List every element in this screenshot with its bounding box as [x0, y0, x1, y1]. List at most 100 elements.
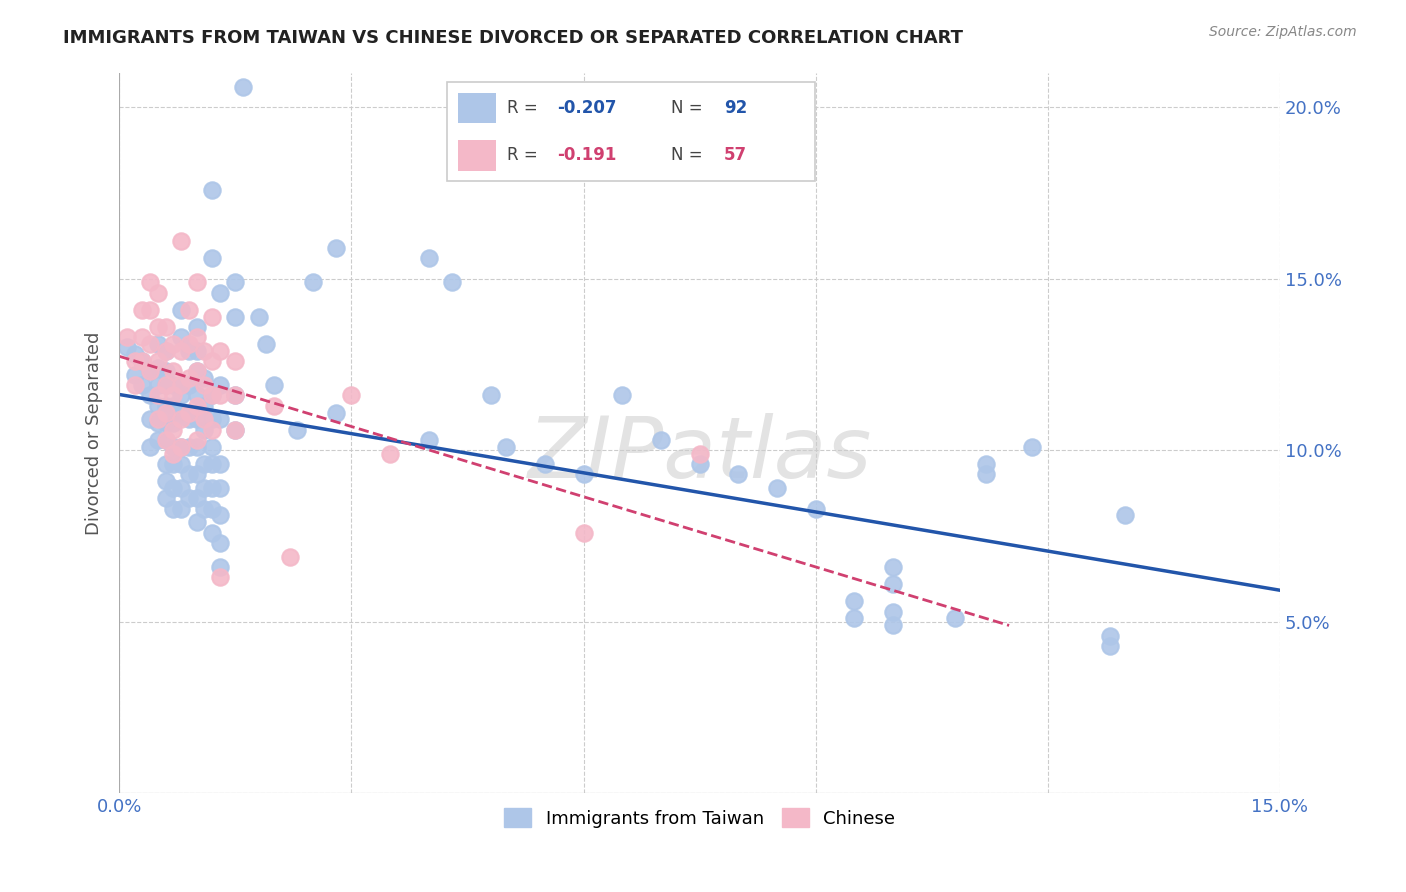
- Point: [155, 378, 177, 392]
- Point: [193, 343, 215, 358]
- Point: [155, 457, 177, 471]
- Text: R =: R =: [508, 146, 544, 164]
- Point: [340, 388, 363, 402]
- Point: [974, 467, 997, 482]
- Point: [131, 354, 153, 368]
- Point: [170, 343, 193, 358]
- Point: [193, 481, 215, 495]
- Text: -0.207: -0.207: [557, 99, 616, 117]
- Point: [146, 361, 169, 376]
- Point: [1098, 629, 1121, 643]
- Point: [146, 433, 169, 447]
- Point: [186, 330, 208, 344]
- Point: [146, 416, 169, 430]
- Legend: Immigrants from Taiwan, Chinese: Immigrants from Taiwan, Chinese: [496, 801, 903, 835]
- Point: [146, 337, 169, 351]
- Point: [186, 491, 208, 506]
- Point: [1021, 440, 1043, 454]
- Point: [186, 275, 208, 289]
- Point: [146, 399, 169, 413]
- Point: [186, 364, 208, 378]
- Point: [201, 388, 224, 402]
- Point: [208, 481, 231, 495]
- Point: [378, 447, 401, 461]
- Point: [193, 423, 215, 437]
- Point: [186, 412, 208, 426]
- Point: [254, 337, 277, 351]
- Point: [170, 302, 193, 317]
- Text: N =: N =: [671, 99, 707, 117]
- Point: [844, 611, 866, 625]
- Point: [943, 611, 966, 625]
- Point: [177, 371, 200, 385]
- Point: [882, 605, 904, 619]
- Point: [572, 467, 595, 482]
- Point: [201, 183, 224, 197]
- Point: [201, 354, 224, 368]
- Point: [572, 525, 595, 540]
- Point: [727, 467, 749, 482]
- Point: [131, 330, 153, 344]
- Point: [146, 319, 169, 334]
- Point: [325, 241, 347, 255]
- Point: [201, 525, 224, 540]
- Point: [201, 423, 224, 437]
- Point: [131, 302, 153, 317]
- Point: [882, 560, 904, 574]
- Point: [193, 457, 215, 471]
- Point: [186, 440, 208, 454]
- Point: [170, 501, 193, 516]
- Point: [139, 364, 162, 378]
- FancyBboxPatch shape: [447, 82, 815, 181]
- Point: [146, 354, 169, 368]
- Point: [208, 560, 231, 574]
- Point: [247, 310, 270, 324]
- Point: [208, 388, 231, 402]
- Point: [177, 378, 200, 392]
- Point: [882, 618, 904, 632]
- Point: [131, 354, 153, 368]
- Point: [804, 501, 827, 516]
- Point: [139, 364, 162, 378]
- Text: ZIPatlas: ZIPatlas: [527, 413, 872, 496]
- Point: [162, 423, 184, 437]
- Point: [177, 412, 200, 426]
- Point: [186, 516, 208, 530]
- Point: [155, 319, 177, 334]
- Text: R =: R =: [508, 99, 544, 117]
- Point: [146, 378, 169, 392]
- Point: [882, 577, 904, 591]
- Point: [186, 399, 208, 413]
- Point: [1114, 508, 1136, 523]
- Point: [201, 501, 224, 516]
- Point: [146, 285, 169, 300]
- Point: [139, 440, 162, 454]
- Point: [186, 388, 208, 402]
- Text: 92: 92: [724, 99, 747, 117]
- Point: [139, 388, 162, 402]
- Point: [124, 378, 146, 392]
- Text: IMMIGRANTS FROM TAIWAN VS CHINESE DIVORCED OR SEPARATED CORRELATION CHART: IMMIGRANTS FROM TAIWAN VS CHINESE DIVORC…: [63, 29, 963, 46]
- Point: [115, 340, 138, 354]
- Point: [201, 251, 224, 265]
- Point: [186, 319, 208, 334]
- Point: [224, 388, 246, 402]
- Point: [162, 501, 184, 516]
- Point: [177, 302, 200, 317]
- Point: [155, 343, 177, 358]
- Point: [301, 275, 323, 289]
- Point: [186, 364, 208, 378]
- Text: -0.191: -0.191: [557, 146, 616, 164]
- Point: [155, 416, 177, 430]
- Point: [139, 302, 162, 317]
- Point: [278, 549, 301, 564]
- Point: [162, 378, 184, 392]
- Text: Source: ZipAtlas.com: Source: ZipAtlas.com: [1209, 25, 1357, 39]
- Point: [208, 570, 231, 584]
- Point: [418, 251, 440, 265]
- Point: [612, 388, 634, 402]
- Point: [162, 447, 184, 461]
- Point: [170, 457, 193, 471]
- Text: 57: 57: [724, 146, 747, 164]
- Y-axis label: Divorced or Separated: Divorced or Separated: [86, 332, 103, 535]
